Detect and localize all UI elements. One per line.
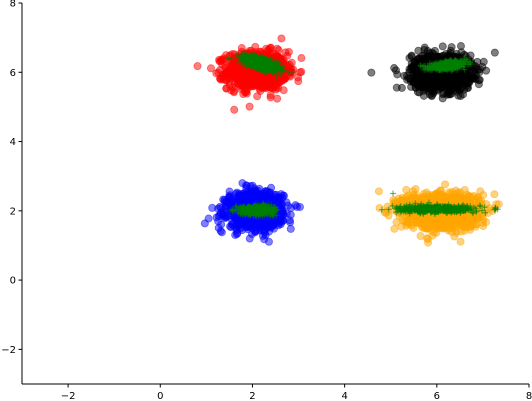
scatter-point bbox=[258, 226, 267, 235]
scatter-point bbox=[438, 42, 447, 51]
scatter-point bbox=[270, 197, 279, 206]
scatter-point bbox=[425, 49, 434, 58]
scatter-point bbox=[297, 54, 306, 63]
scatter-point bbox=[251, 74, 260, 83]
scatter-point bbox=[200, 219, 209, 228]
scatter-point bbox=[461, 77, 470, 86]
scatter-point bbox=[216, 75, 225, 84]
scatter-point bbox=[407, 52, 416, 61]
scatter-point bbox=[405, 65, 414, 74]
scatter-point bbox=[228, 70, 237, 79]
scatter-point bbox=[467, 217, 476, 226]
scatter-point bbox=[276, 220, 285, 229]
scatter-point bbox=[274, 84, 283, 93]
scatter-point bbox=[463, 190, 472, 199]
scatter-point bbox=[225, 81, 234, 90]
scatter-point bbox=[445, 90, 454, 99]
scatter-point bbox=[438, 90, 447, 99]
scatter-point bbox=[441, 180, 450, 189]
scatter-point bbox=[494, 200, 503, 209]
scatter-point bbox=[400, 71, 409, 80]
scatter-point bbox=[230, 105, 239, 114]
scatter-point bbox=[242, 193, 251, 202]
scatter-point bbox=[476, 196, 485, 205]
scatter-point bbox=[468, 71, 477, 80]
scatter-point bbox=[295, 202, 304, 211]
scatter-point bbox=[273, 94, 282, 103]
scatter-point bbox=[490, 48, 499, 57]
scatter-point bbox=[283, 51, 292, 60]
scatter-point bbox=[391, 66, 400, 75]
scatter-point bbox=[266, 83, 275, 92]
scatter-point bbox=[455, 217, 464, 226]
scatter-point bbox=[294, 77, 303, 86]
scatter-point bbox=[242, 181, 251, 190]
scatter-point bbox=[390, 224, 399, 233]
scatter-point bbox=[214, 223, 223, 232]
scatter-point bbox=[284, 201, 293, 210]
scatter-point bbox=[208, 203, 217, 212]
scatter-point bbox=[241, 78, 250, 87]
scatter-point bbox=[412, 191, 421, 200]
scatter-point bbox=[425, 74, 434, 83]
scatter-point bbox=[414, 46, 423, 55]
scatter-point bbox=[479, 222, 488, 231]
cluster-1 bbox=[367, 42, 499, 103]
scatter-point bbox=[398, 196, 407, 205]
scatter-point bbox=[218, 55, 227, 64]
scatter-point bbox=[437, 224, 446, 233]
scatter-point bbox=[277, 34, 286, 43]
scatter-point bbox=[421, 83, 430, 92]
scatter-point bbox=[227, 223, 236, 232]
scatter-point bbox=[432, 190, 441, 199]
scatter-point bbox=[212, 69, 221, 78]
scatter-point bbox=[245, 102, 254, 111]
scatter-point bbox=[242, 87, 251, 96]
scatter-point bbox=[392, 83, 401, 92]
scatter-point bbox=[389, 196, 398, 205]
scatter-point bbox=[367, 68, 376, 77]
scatter-point bbox=[456, 237, 465, 246]
scatter-point bbox=[263, 192, 272, 201]
scatter-point bbox=[398, 215, 407, 224]
scatter-point bbox=[255, 219, 264, 228]
scatter-point bbox=[286, 224, 295, 233]
scatter-point bbox=[225, 192, 234, 201]
scatter-point bbox=[374, 187, 383, 196]
scatter-point bbox=[193, 62, 202, 71]
scatter-point bbox=[490, 190, 499, 199]
scatter-point bbox=[214, 212, 223, 221]
scatter-point bbox=[482, 66, 491, 75]
scatter-point bbox=[286, 218, 295, 227]
scatter-point bbox=[432, 77, 441, 86]
scatter-point bbox=[446, 77, 455, 86]
scatter-point bbox=[296, 68, 305, 77]
scatter-point bbox=[416, 232, 425, 241]
scatter-point bbox=[474, 80, 483, 89]
scatter-point bbox=[444, 218, 453, 227]
scatter-point bbox=[266, 91, 275, 100]
